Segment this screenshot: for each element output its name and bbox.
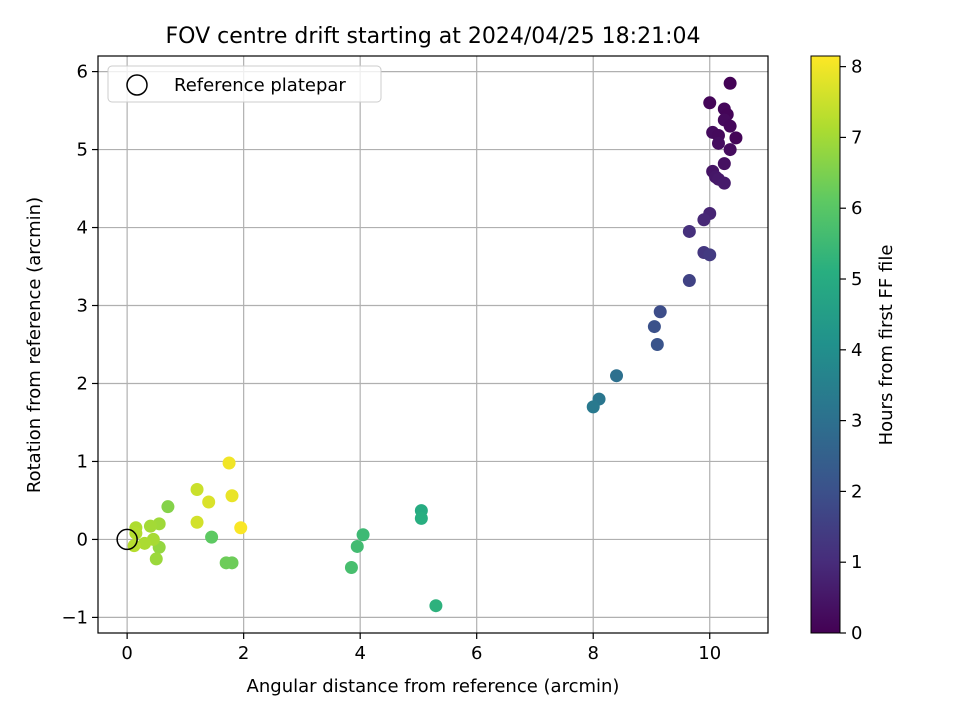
grid (98, 56, 768, 633)
y-tick-label: 4 (77, 218, 88, 239)
colorbar-tick-label: 4 (851, 340, 862, 361)
data-point (161, 500, 175, 514)
data-point (344, 561, 358, 575)
data-point (138, 536, 152, 550)
y-tick-label: −1 (61, 607, 88, 628)
data-point (729, 131, 743, 145)
chart-title: FOV centre drift starting at 2024/04/25 … (166, 24, 701, 49)
data-point (717, 157, 731, 171)
x-axis-ticks: 0 2 4 6 8 10 (121, 633, 721, 664)
legend-label: Reference platepar (174, 75, 346, 96)
data-point (682, 274, 696, 288)
data-point (650, 338, 664, 351)
y-axis-label: Rotation from reference (arcmin) (24, 197, 45, 493)
data-point (234, 521, 248, 535)
colorbar: 0 1 2 3 4 5 6 7 8 Hours from first FF file (810, 55, 897, 644)
data-point (711, 136, 725, 150)
x-tick-label: 4 (354, 643, 365, 664)
x-tick-label: 6 (471, 643, 482, 664)
y-tick-label: 0 (77, 529, 88, 550)
y-tick-label: 2 (77, 373, 88, 394)
colorbar-tick-label: 8 (851, 57, 862, 78)
reference-point (116, 528, 138, 551)
scatter-points (127, 76, 743, 613)
y-tick-label: 6 (77, 62, 88, 83)
y-tick-label: 3 (77, 296, 88, 317)
data-point (703, 248, 717, 262)
data-point (143, 519, 157, 533)
data-point (222, 456, 236, 470)
data-point (149, 552, 163, 566)
reference-marker (116, 528, 138, 551)
data-point (697, 213, 711, 227)
y-axis-ticks: −1 0 1 2 3 4 5 6 (61, 62, 98, 628)
data-point (703, 96, 717, 110)
data-point (717, 176, 731, 190)
x-tick-label: 0 (121, 643, 132, 664)
data-point (653, 305, 667, 319)
data-point (225, 489, 239, 503)
data-point (414, 511, 428, 525)
data-point (190, 483, 204, 497)
data-point (190, 515, 204, 529)
colorbar-label: Hours from first FF file (876, 245, 897, 446)
colorbar-tick-label: 6 (851, 198, 862, 219)
data-point (723, 143, 737, 157)
colorbar-tick-label: 0 (851, 623, 862, 644)
colorbar-tick-label: 7 (851, 127, 862, 148)
colorbar-tick-label: 3 (851, 411, 862, 432)
data-point (586, 400, 600, 414)
legend-box (107, 65, 382, 103)
legend: Reference platepar (107, 65, 382, 103)
data-point (429, 599, 443, 613)
colorbar-tick-label: 1 (851, 552, 862, 573)
y-tick-label: 5 (77, 140, 88, 161)
x-tick-label: 10 (698, 643, 721, 664)
legend-marker (126, 74, 148, 96)
data-point (723, 76, 737, 90)
colorbar-tick-label: 5 (851, 269, 862, 290)
x-tick-label: 2 (238, 643, 249, 664)
plot-frame (97, 55, 769, 634)
data-point (202, 495, 216, 509)
colorbar-tick-label: 2 (851, 481, 862, 502)
data-point (647, 320, 661, 334)
colorbar-gradient (810, 55, 841, 634)
data-point (356, 528, 370, 542)
data-point (205, 530, 219, 544)
data-point (610, 369, 624, 383)
x-axis-label: Angular distance from reference (arcmin) (247, 676, 620, 697)
data-point (723, 119, 737, 133)
x-tick-label: 8 (587, 643, 598, 664)
y-tick-label: 1 (77, 451, 88, 472)
data-point (350, 539, 364, 553)
data-point (682, 224, 696, 238)
plot-area (98, 56, 768, 633)
colorbar-ticks: 0 1 2 3 4 5 6 7 8 (840, 57, 862, 644)
data-point (225, 556, 239, 570)
